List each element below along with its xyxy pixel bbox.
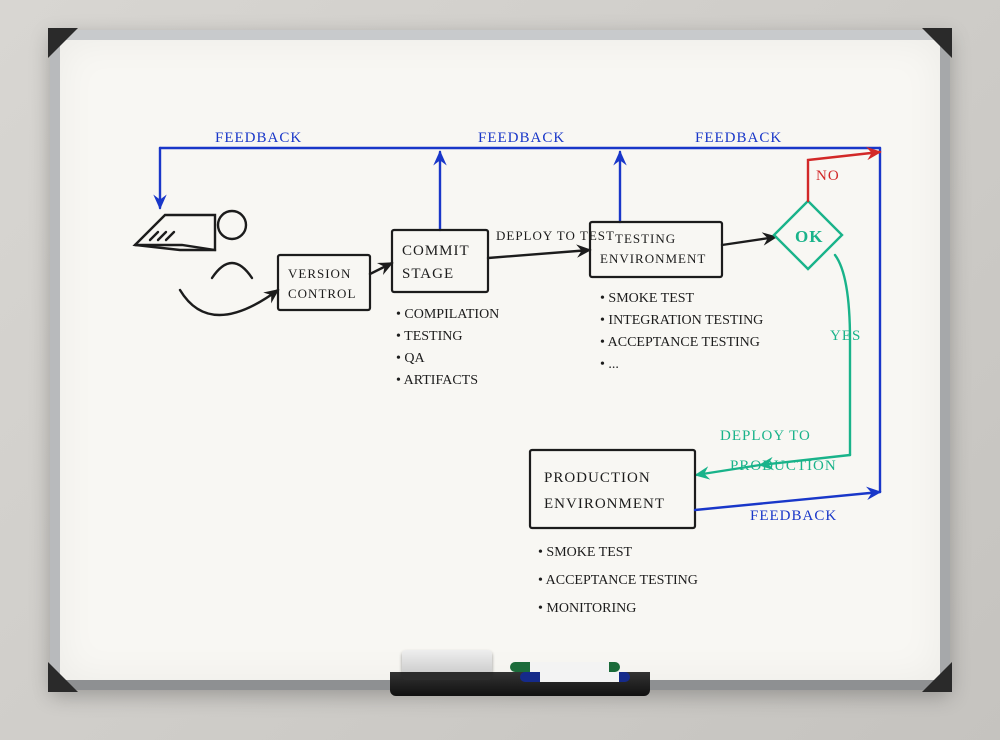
edge-vcs-to-commit	[370, 263, 392, 274]
svg-text:TESTING: TESTING	[615, 231, 676, 246]
svg-text:ENVIRONMENT: ENVIRONMENT	[600, 251, 706, 266]
svg-text:• SMOKE TEST: • SMOKE TEST	[538, 545, 633, 560]
edge-commit-to-test	[488, 250, 590, 258]
edge-label-no: NO	[816, 168, 840, 184]
svg-text:• COMPILATION: • COMPILATION	[396, 307, 499, 322]
edge-label-deploy-test: DEPLOY TO TEST	[496, 228, 615, 243]
svg-text:PRODUCTION: PRODUCTION	[544, 470, 651, 486]
bullets-test: • SMOKE TEST • INTEGRATION TESTING • ACC…	[600, 291, 763, 372]
svg-text:CONTROL: CONTROL	[288, 286, 356, 301]
marker-tray	[390, 672, 650, 696]
svg-text:• TESTING: • TESTING	[396, 329, 462, 344]
developer-icon	[135, 211, 252, 278]
node-production-env: PRODUCTION ENVIRONMENT	[530, 450, 695, 528]
svg-text:VERSION: VERSION	[288, 266, 351, 281]
marker-blue-icon	[520, 672, 630, 682]
svg-text:• ...: • ...	[600, 357, 619, 372]
edge-ok-yes: YES DEPLOY TO PRODUCTION	[696, 255, 861, 475]
edge-label-deploy-prod-1: DEPLOY TO	[720, 428, 811, 444]
svg-text:• ACCEPTANCE TESTING: • ACCEPTANCE TESTING	[600, 335, 760, 350]
eraser-icon	[402, 650, 492, 674]
svg-text:COMMIT: COMMIT	[402, 243, 470, 259]
diagram-surface: FEEDBACK FEEDBACK FEEDBACK VERSION CONTR…	[60, 40, 940, 680]
whiteboard: FEEDBACK FEEDBACK FEEDBACK VERSION CONTR…	[50, 30, 950, 690]
bullets-prod: • SMOKE TEST • ACCEPTANCE TESTING • MONI…	[538, 545, 698, 616]
marker-green-icon	[510, 662, 620, 672]
svg-text:• QA: • QA	[396, 351, 426, 366]
svg-text:STAGE: STAGE	[402, 266, 454, 282]
svg-text:• SMOKE TEST: • SMOKE TEST	[600, 291, 695, 306]
bullets-commit: • COMPILATION • TESTING • QA • ARTIFACTS	[396, 307, 499, 388]
feedback-label: FEEDBACK	[695, 130, 782, 146]
edge-label-deploy-prod-2: PRODUCTION	[730, 458, 837, 474]
svg-text:• INTEGRATION TESTING: • INTEGRATION TESTING	[600, 313, 763, 328]
feedback-label: FEEDBACK	[215, 130, 302, 146]
svg-text:ENVIRONMENT: ENVIRONMENT	[544, 496, 665, 512]
svg-text:OK: OK	[795, 227, 823, 246]
svg-text:• ACCEPTANCE TESTING: • ACCEPTANCE TESTING	[538, 573, 698, 588]
node-decision-ok: OK	[774, 201, 842, 269]
node-version-control: VERSION CONTROL	[278, 255, 370, 310]
svg-text:• ARTIFACTS: • ARTIFACTS	[396, 373, 478, 388]
edge-dev-to-vcs	[180, 290, 278, 315]
feedback-label: FEEDBACK	[478, 130, 565, 146]
svg-text:• MONITORING: • MONITORING	[538, 601, 636, 616]
edge-test-to-ok	[722, 237, 776, 245]
edge-label-prod-feedback: FEEDBACK	[750, 508, 837, 524]
edge-label-yes: YES	[830, 328, 861, 344]
node-commit-stage: COMMIT STAGE	[392, 230, 488, 292]
